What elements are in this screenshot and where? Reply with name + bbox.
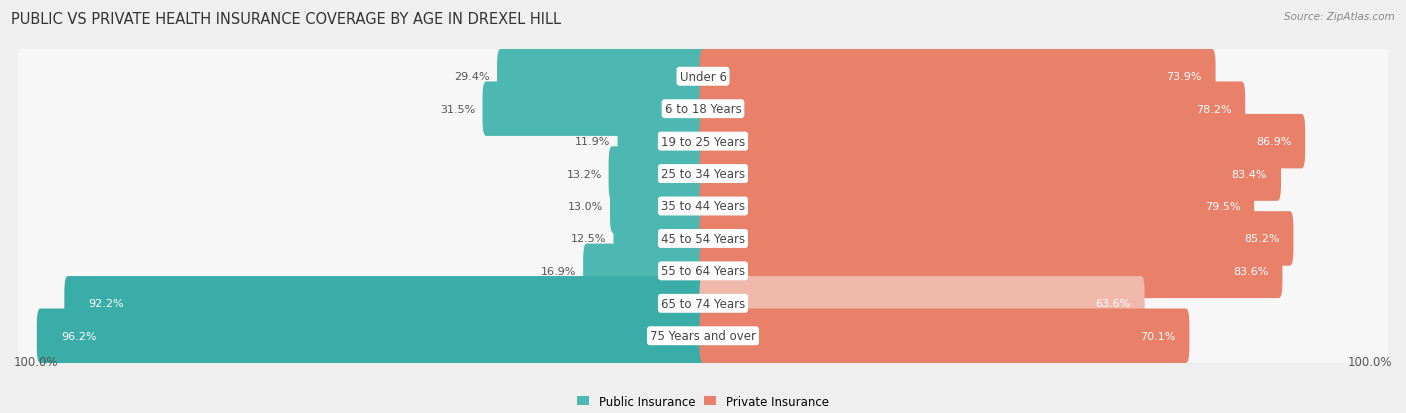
FancyBboxPatch shape (37, 309, 706, 363)
Text: 31.5%: 31.5% (440, 104, 475, 114)
Text: 55 to 64 Years: 55 to 64 Years (661, 265, 745, 278)
FancyBboxPatch shape (17, 242, 1389, 300)
FancyBboxPatch shape (700, 82, 1246, 137)
FancyBboxPatch shape (700, 147, 1281, 201)
Text: 6 to 18 Years: 6 to 18 Years (665, 103, 741, 116)
Text: 35 to 44 Years: 35 to 44 Years (661, 200, 745, 213)
FancyBboxPatch shape (482, 82, 706, 137)
Text: 100.0%: 100.0% (1347, 355, 1392, 368)
FancyBboxPatch shape (17, 145, 1389, 203)
Text: 83.6%: 83.6% (1233, 266, 1268, 276)
Text: 73.9%: 73.9% (1167, 72, 1202, 82)
Text: 79.5%: 79.5% (1205, 202, 1240, 211)
Text: Under 6: Under 6 (679, 71, 727, 83)
Text: 12.5%: 12.5% (571, 234, 606, 244)
FancyBboxPatch shape (17, 48, 1389, 106)
Text: 45 to 54 Years: 45 to 54 Years (661, 233, 745, 245)
FancyBboxPatch shape (583, 244, 706, 299)
Text: 13.2%: 13.2% (567, 169, 602, 179)
Text: 11.9%: 11.9% (575, 137, 610, 147)
Text: 16.9%: 16.9% (541, 266, 576, 276)
FancyBboxPatch shape (613, 212, 706, 266)
Text: 29.4%: 29.4% (454, 72, 491, 82)
Text: Source: ZipAtlas.com: Source: ZipAtlas.com (1284, 12, 1395, 22)
Text: 70.1%: 70.1% (1140, 331, 1175, 341)
Text: 96.2%: 96.2% (60, 331, 97, 341)
FancyBboxPatch shape (610, 179, 706, 234)
FancyBboxPatch shape (700, 309, 1189, 363)
Text: PUBLIC VS PRIVATE HEALTH INSURANCE COVERAGE BY AGE IN DREXEL HILL: PUBLIC VS PRIVATE HEALTH INSURANCE COVER… (11, 12, 561, 27)
Text: 86.9%: 86.9% (1256, 137, 1291, 147)
FancyBboxPatch shape (700, 50, 1216, 104)
Text: 78.2%: 78.2% (1195, 104, 1232, 114)
Text: 25 to 34 Years: 25 to 34 Years (661, 168, 745, 180)
FancyBboxPatch shape (700, 276, 1144, 331)
Legend: Public Insurance, Private Insurance: Public Insurance, Private Insurance (578, 395, 828, 408)
FancyBboxPatch shape (496, 50, 706, 104)
FancyBboxPatch shape (17, 307, 1389, 365)
FancyBboxPatch shape (700, 212, 1294, 266)
FancyBboxPatch shape (17, 210, 1389, 268)
Text: 85.2%: 85.2% (1244, 234, 1279, 244)
Text: 100.0%: 100.0% (14, 355, 59, 368)
FancyBboxPatch shape (65, 276, 706, 331)
FancyBboxPatch shape (700, 179, 1254, 234)
Text: 13.0%: 13.0% (568, 202, 603, 211)
Text: 63.6%: 63.6% (1095, 299, 1130, 309)
Text: 75 Years and over: 75 Years and over (650, 330, 756, 342)
FancyBboxPatch shape (17, 80, 1389, 138)
Text: 83.4%: 83.4% (1232, 169, 1267, 179)
FancyBboxPatch shape (700, 244, 1282, 299)
FancyBboxPatch shape (609, 147, 706, 201)
Text: 65 to 74 Years: 65 to 74 Years (661, 297, 745, 310)
Text: 19 to 25 Years: 19 to 25 Years (661, 135, 745, 148)
FancyBboxPatch shape (700, 114, 1305, 169)
FancyBboxPatch shape (17, 275, 1389, 333)
Text: 92.2%: 92.2% (89, 299, 124, 309)
FancyBboxPatch shape (17, 177, 1389, 236)
FancyBboxPatch shape (17, 113, 1389, 171)
FancyBboxPatch shape (617, 114, 706, 169)
